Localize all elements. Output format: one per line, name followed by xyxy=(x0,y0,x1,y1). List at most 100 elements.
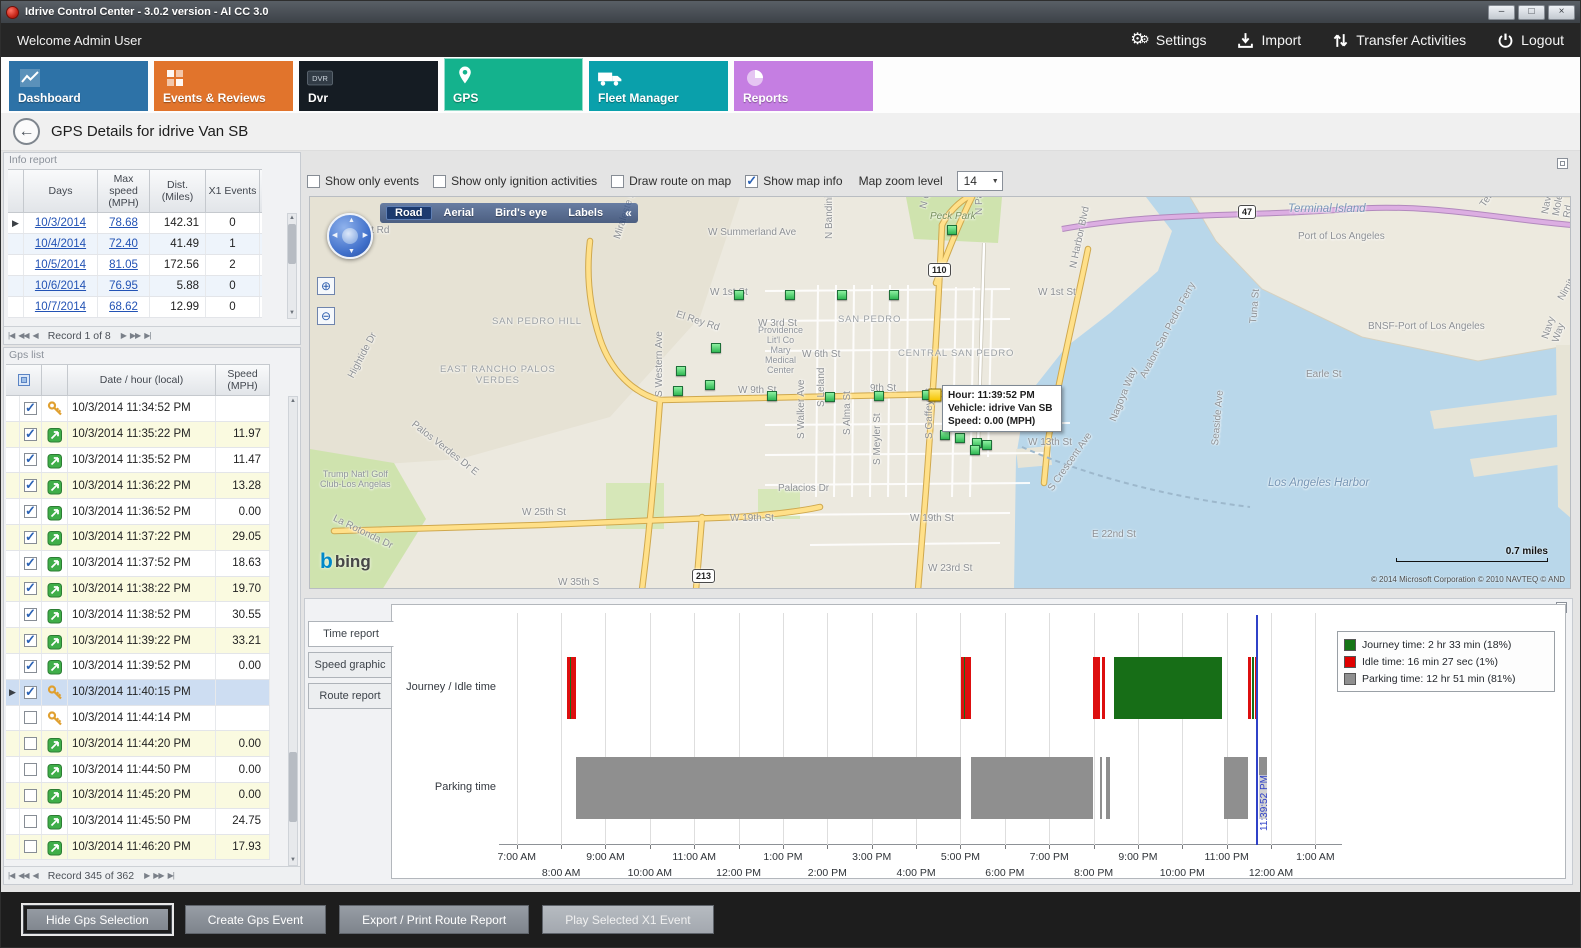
gps-map-marker[interactable] xyxy=(711,343,721,353)
option-checkbox[interactable] xyxy=(745,173,759,189)
gps-row[interactable]: 10/3/2014 11:39:52 PM0.00 xyxy=(6,653,270,680)
gps-row-checkbox[interactable] xyxy=(24,580,37,596)
map-style-labels[interactable]: Labels xyxy=(568,207,604,219)
gps-row-checkbox[interactable] xyxy=(24,426,37,442)
gps-row-checkbox[interactable] xyxy=(24,711,37,725)
tab-dvr[interactable]: DVR Dvr xyxy=(299,61,438,111)
selected-gps-map-marker[interactable] xyxy=(928,388,942,402)
gps-map-marker[interactable] xyxy=(837,290,847,300)
map-compass-control[interactable]: ▲ ▼ ◀ ▶ xyxy=(327,213,373,259)
pager-last-button[interactable]: ▶| xyxy=(167,870,175,880)
gps-row-checkbox[interactable] xyxy=(24,529,37,545)
gps-row-checkbox[interactable] xyxy=(24,451,37,467)
back-button[interactable]: ← xyxy=(13,118,40,145)
gps-list-scrollbar[interactable]: ▲ ▼ xyxy=(288,396,298,866)
map-option-4[interactable]: Show map info xyxy=(745,173,843,189)
gps-row[interactable]: 10/3/2014 11:34:52 PM xyxy=(6,396,270,422)
gps-row-checkbox[interactable] xyxy=(24,503,37,519)
gps-map-marker[interactable] xyxy=(705,380,715,390)
option-checkbox[interactable] xyxy=(307,174,320,188)
pager-first-button[interactable]: |◀ xyxy=(8,330,15,340)
gps-map-marker[interactable] xyxy=(955,433,965,443)
select-all-icon[interactable] xyxy=(17,374,30,386)
info-report-scrollbar[interactable]: ▲ ▼ xyxy=(287,213,297,319)
create-gps-event-button[interactable]: Create Gps Event xyxy=(184,905,327,934)
tab-gps[interactable]: GPS xyxy=(444,58,583,111)
gps-row-checkbox[interactable] xyxy=(24,658,37,674)
day-link[interactable]: 10/4/2014 xyxy=(34,238,87,250)
close-button[interactable]: × xyxy=(1548,4,1575,20)
pager-prev-button[interactable]: ◀ xyxy=(32,330,39,340)
table-row[interactable]: 10/4/2014 72.40 41.49 1 xyxy=(8,234,262,255)
gps-row-checkbox[interactable] xyxy=(24,684,37,700)
option-checkbox[interactable] xyxy=(433,174,447,188)
gps-row[interactable]: 10/3/2014 11:45:20 PM 0.00 xyxy=(6,782,270,809)
day-link[interactable]: 10/5/2014 xyxy=(34,259,87,271)
gps-row[interactable]: 10/3/2014 11:44:14 PM xyxy=(6,705,270,732)
pager-next-page-button[interactable]: ▶▶ xyxy=(129,330,141,340)
pager-prev-page-button[interactable]: ◀◀ xyxy=(18,330,29,340)
pager-last-button[interactable]: ▶| xyxy=(144,330,151,340)
gps-map-marker[interactable] xyxy=(825,392,835,402)
gps-row[interactable]: ▶ 10/3/2014 11:40:15 PM xyxy=(6,679,270,706)
transfer-activities-button[interactable]: Transfer Activities xyxy=(1331,31,1466,49)
gps-row-checkbox[interactable] xyxy=(24,400,37,416)
max-speed-link[interactable]: 68.62 xyxy=(109,301,138,313)
table-row[interactable]: 10/7/2014 68.62 12.99 0 xyxy=(8,297,262,318)
export-print-route-report-button[interactable]: Export / Print Route Report xyxy=(339,905,530,934)
gps-row[interactable]: 10/3/2014 11:44:50 PM 0.00 xyxy=(6,757,270,783)
tab-speed-graphic[interactable]: Speed graphic xyxy=(308,652,392,678)
hide-gps-selection-button[interactable]: Hide Gps Selection xyxy=(23,905,172,934)
gps-row[interactable]: 10/3/2014 11:44:20 PM 0.00 xyxy=(6,731,270,758)
maximize-button[interactable]: □ xyxy=(1518,4,1545,20)
max-speed-link[interactable]: 76.95 xyxy=(109,280,138,292)
map-zoom-in-button[interactable]: ⊕ xyxy=(317,277,335,295)
map[interactable]: Road Aerial Bird's eye Labels « ▲ ▼ ◀ ▶ ⊕ ⊖ … xyxy=(309,196,1571,589)
day-link[interactable]: 10/3/2014 xyxy=(34,217,87,229)
option-checkbox[interactable] xyxy=(611,174,625,188)
gps-map-marker[interactable] xyxy=(734,290,744,300)
day-link[interactable]: 10/6/2014 xyxy=(34,280,87,292)
max-speed-link[interactable]: 78.68 xyxy=(109,217,138,229)
tab-events-reviews[interactable]: Events & Reviews xyxy=(154,61,293,111)
settings-button[interactable]: ⚙ ⚙ Settings xyxy=(1130,31,1206,49)
gps-row-checkbox[interactable] xyxy=(24,814,37,828)
map-option-2[interactable]: Show only ignition activities xyxy=(433,174,597,188)
gps-row-checkbox[interactable] xyxy=(24,788,37,802)
map-style-road[interactable]: Road xyxy=(386,206,432,220)
tab-route-report[interactable]: Route report xyxy=(308,683,392,709)
table-row[interactable]: 10/6/2014 76.95 5.88 0 xyxy=(8,276,262,297)
gps-map-marker[interactable] xyxy=(767,391,777,401)
map-zoom-select[interactable]: 14 ▼ xyxy=(956,171,1003,191)
gps-map-marker[interactable] xyxy=(785,290,795,300)
pager-prev-button[interactable]: ◀ xyxy=(32,870,39,880)
import-button[interactable]: Import xyxy=(1237,31,1301,49)
gps-map-marker[interactable] xyxy=(970,445,980,455)
gps-map-marker[interactable] xyxy=(982,440,992,450)
gps-row-checkbox[interactable] xyxy=(24,632,37,648)
map-style-aerial[interactable]: Aerial xyxy=(443,207,475,219)
gps-row-checkbox[interactable] xyxy=(24,737,37,751)
collapse-stylebar-icon[interactable]: « xyxy=(625,206,632,220)
gps-row-checkbox[interactable] xyxy=(24,763,37,777)
gps-row[interactable]: 10/3/2014 11:46:20 PM 17.93 xyxy=(6,834,270,861)
max-speed-link[interactable]: 81.05 xyxy=(109,259,138,271)
pager-next-button[interactable]: ▶ xyxy=(120,330,127,340)
map-option-1[interactable]: Show only events xyxy=(307,174,419,188)
max-speed-link[interactable]: 72.40 xyxy=(109,238,138,250)
table-row[interactable]: 10/5/2014 81.05 172.56 2 xyxy=(8,255,262,276)
map-panel-expand-icon[interactable] xyxy=(1557,158,1568,169)
table-row[interactable]: ▶ 10/3/2014 78.68 142.31 0 xyxy=(8,213,262,234)
tab-fleet-manager[interactable]: Fleet Manager xyxy=(589,61,728,111)
pager-next-page-button[interactable]: ▶▶ xyxy=(153,870,164,880)
gps-map-marker[interactable] xyxy=(673,386,683,396)
map-zoom-out-button[interactable]: ⊖ xyxy=(317,307,335,325)
tab-reports[interactable]: Reports xyxy=(734,61,873,111)
gps-row-checkbox[interactable] xyxy=(24,606,37,622)
gps-map-marker[interactable] xyxy=(874,391,884,401)
